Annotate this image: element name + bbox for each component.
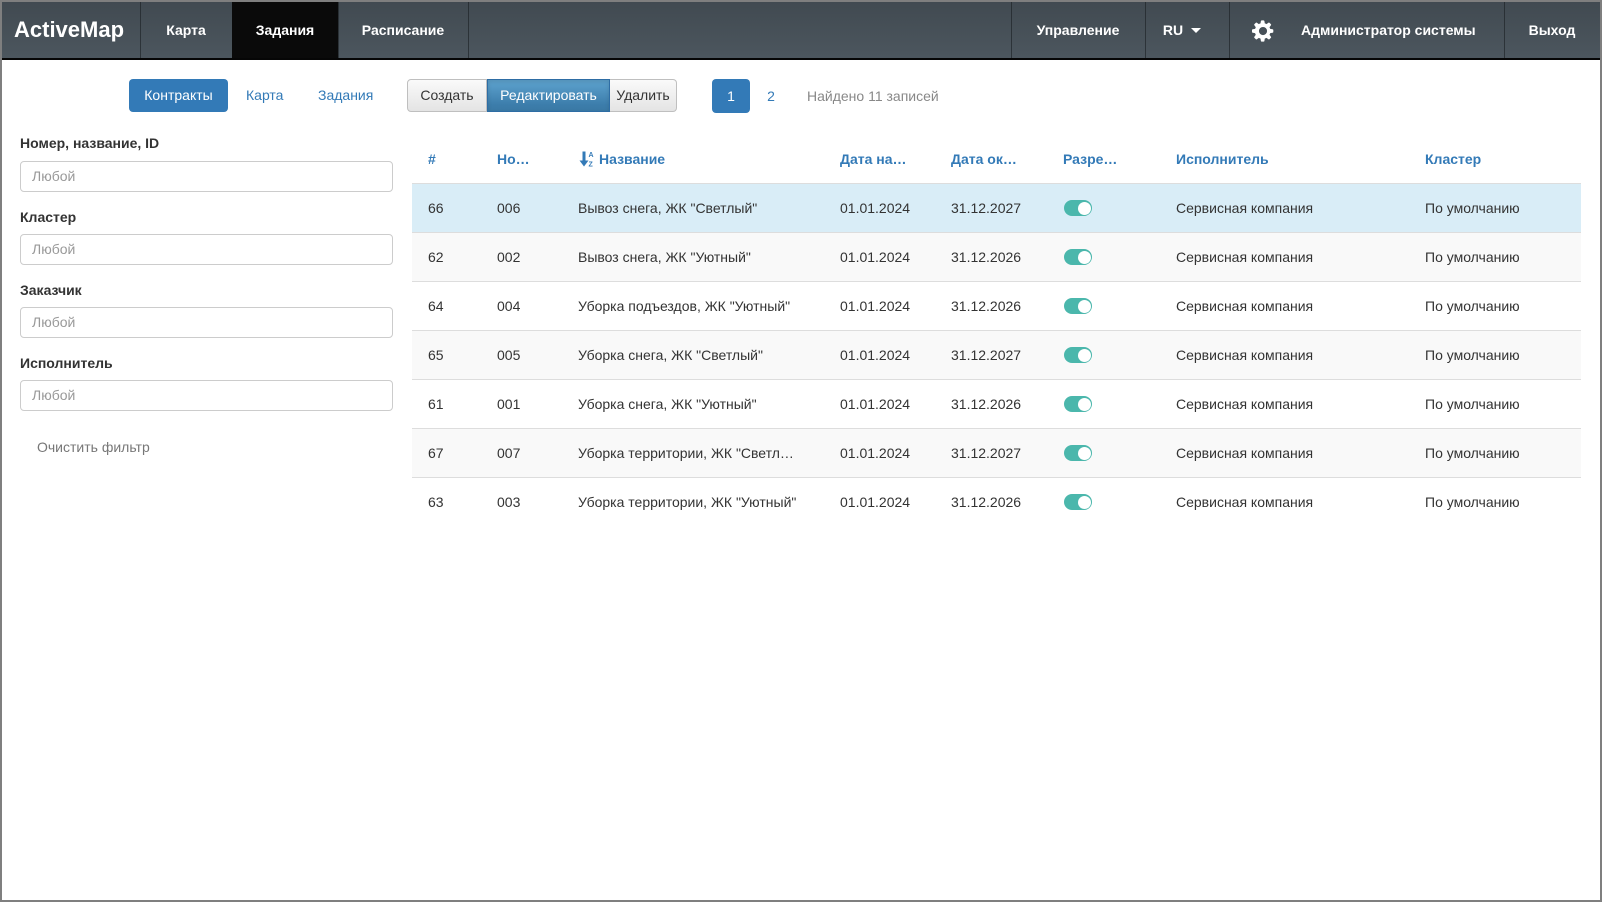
svg-text:Z: Z — [589, 161, 594, 167]
svg-text:A: A — [589, 151, 594, 158]
